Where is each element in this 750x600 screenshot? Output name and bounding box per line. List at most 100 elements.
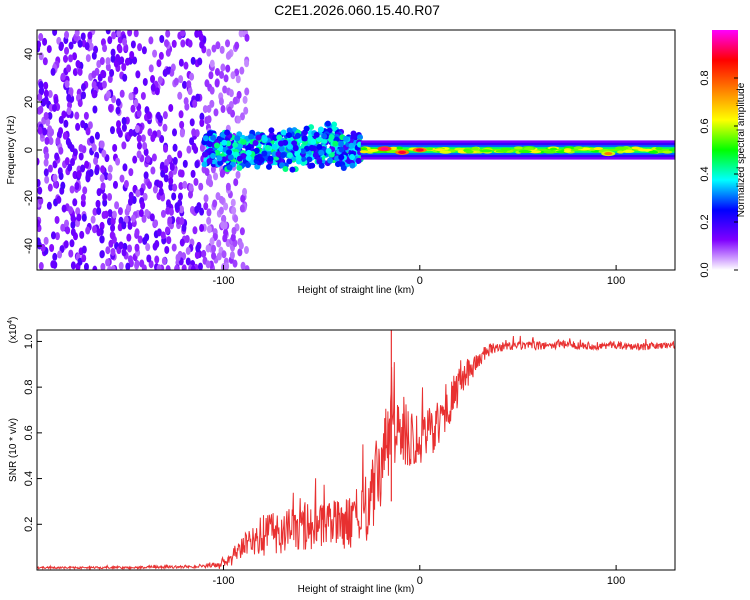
spectrogram-cell	[280, 152, 287, 159]
spectrogram-cell	[208, 71, 214, 80]
spectrogram-cell	[244, 33, 250, 42]
spectrogram-peak-core	[415, 148, 424, 152]
spectrogram-cell	[479, 149, 493, 153]
spectrogram-cell	[209, 152, 216, 159]
spectrogram-cell	[99, 235, 105, 244]
spectrogram-cell	[349, 162, 356, 169]
spectrogram-cell	[174, 202, 180, 211]
spectrogram-cell	[130, 40, 136, 49]
snr-plot-area	[37, 330, 675, 570]
spectrogram-cell	[63, 240, 69, 249]
spectrogram-cell	[563, 149, 571, 153]
spectrogram-cell	[164, 226, 170, 235]
spectrogram-cell	[81, 254, 87, 263]
spectrogram-cell	[226, 51, 232, 60]
spectrogram-cell	[161, 256, 167, 265]
spectrogram-cell	[134, 124, 140, 133]
spectrogram-cell	[44, 151, 50, 160]
spectrogram-cell	[265, 163, 272, 170]
spectrogram-cell	[280, 129, 287, 136]
spectrogram-cell	[141, 214, 147, 223]
spectrogram-cell	[37, 219, 41, 228]
spectrogram-cell	[616, 150, 624, 154]
spectrogram-cell	[107, 172, 113, 181]
spectrogram-peak-core	[398, 150, 407, 154]
spectrogram-cell	[154, 240, 160, 249]
spectrogram-cell	[43, 96, 49, 105]
spectrogram-cell	[82, 186, 88, 195]
spectrogram-y-tick-label: 40	[23, 48, 35, 60]
spectrogram-cell	[121, 248, 127, 257]
spectrogram-cell	[513, 146, 524, 150]
spectrogram-cell	[142, 141, 148, 150]
spectrogram-cell	[150, 75, 156, 84]
spectrogram-cell	[338, 140, 345, 147]
spectrogram-cell	[355, 157, 362, 164]
spectrogram-cell	[95, 199, 101, 208]
spectrogram-cell	[622, 149, 635, 153]
spectrogram-cell	[349, 153, 356, 160]
spectrogram-cell	[638, 148, 648, 152]
spectrogram-cell	[65, 226, 71, 235]
spectrogram-cell	[158, 51, 164, 60]
spectrogram-cell	[64, 157, 70, 166]
spectrogram-cell	[282, 166, 289, 173]
spectrogram-cell	[244, 59, 250, 68]
snr-y-tick-label: 1.0	[23, 334, 35, 349]
spectrogram-cell	[232, 151, 239, 158]
spectrogram-cell	[108, 239, 114, 248]
spectrogram-cell	[105, 63, 111, 72]
spectrogram-cell	[119, 174, 125, 183]
spectrogram-cell	[158, 180, 164, 189]
spectrogram-cell	[171, 243, 177, 252]
spectrogram-cell	[328, 133, 335, 140]
spectrogram-cell	[359, 150, 369, 154]
spectrogram-cell	[146, 111, 152, 120]
spectrogram-cell	[182, 159, 188, 168]
spectrogram-cell	[238, 241, 244, 250]
spectrogram-cell	[96, 207, 102, 216]
spectrogram-cell	[58, 115, 64, 124]
spectrogram-cell	[261, 136, 268, 143]
spectrogram-cell	[92, 265, 98, 270]
spectrogram-cell	[213, 108, 219, 117]
spectrogram-cell	[232, 259, 238, 268]
spectrogram-cell	[294, 132, 301, 139]
spectrogram-cell	[172, 156, 178, 165]
spectrogram-cell	[137, 141, 143, 150]
spectrogram-cell	[434, 148, 446, 152]
spectrogram-cell	[230, 198, 236, 207]
spectrogram-cell	[199, 207, 205, 216]
spectrogram-cell	[68, 41, 74, 50]
spectrogram-cell	[164, 159, 170, 168]
spectrogram-cell	[135, 70, 141, 79]
spectrogram-cell	[238, 30, 244, 38]
spectrogram-cell	[165, 48, 171, 57]
spectrogram-cell	[189, 118, 195, 127]
colorbar-tick-label: 0.2	[699, 214, 711, 229]
spectrogram-cell	[243, 246, 249, 255]
spectrogram-cell	[38, 196, 44, 205]
spectrogram-cell	[166, 236, 172, 245]
spectrogram-cell	[37, 126, 43, 135]
spectrogram-cell	[185, 257, 191, 266]
spectrogram-cell	[74, 181, 80, 190]
spectrogram-cell	[54, 232, 60, 241]
spectrogram-cell	[214, 79, 220, 88]
spectrogram-cell	[142, 236, 148, 245]
spectrogram-cell	[312, 152, 319, 159]
spectrogram-cell	[143, 148, 149, 157]
spectrogram-cell	[206, 225, 212, 234]
spectrogram-cell	[162, 111, 168, 120]
spectrogram-cell	[42, 127, 48, 136]
spectrogram-cell	[334, 161, 341, 168]
spectrogram-cell	[87, 121, 93, 130]
spectrogram-cell	[133, 99, 139, 108]
spectrogram-cell	[332, 140, 339, 147]
spectrogram-cell	[216, 239, 222, 248]
spectrogram-cell	[80, 120, 86, 129]
spectrogram-cell	[173, 77, 179, 86]
spectrogram-cell	[93, 156, 99, 165]
spectrogram-cell	[105, 30, 111, 35]
